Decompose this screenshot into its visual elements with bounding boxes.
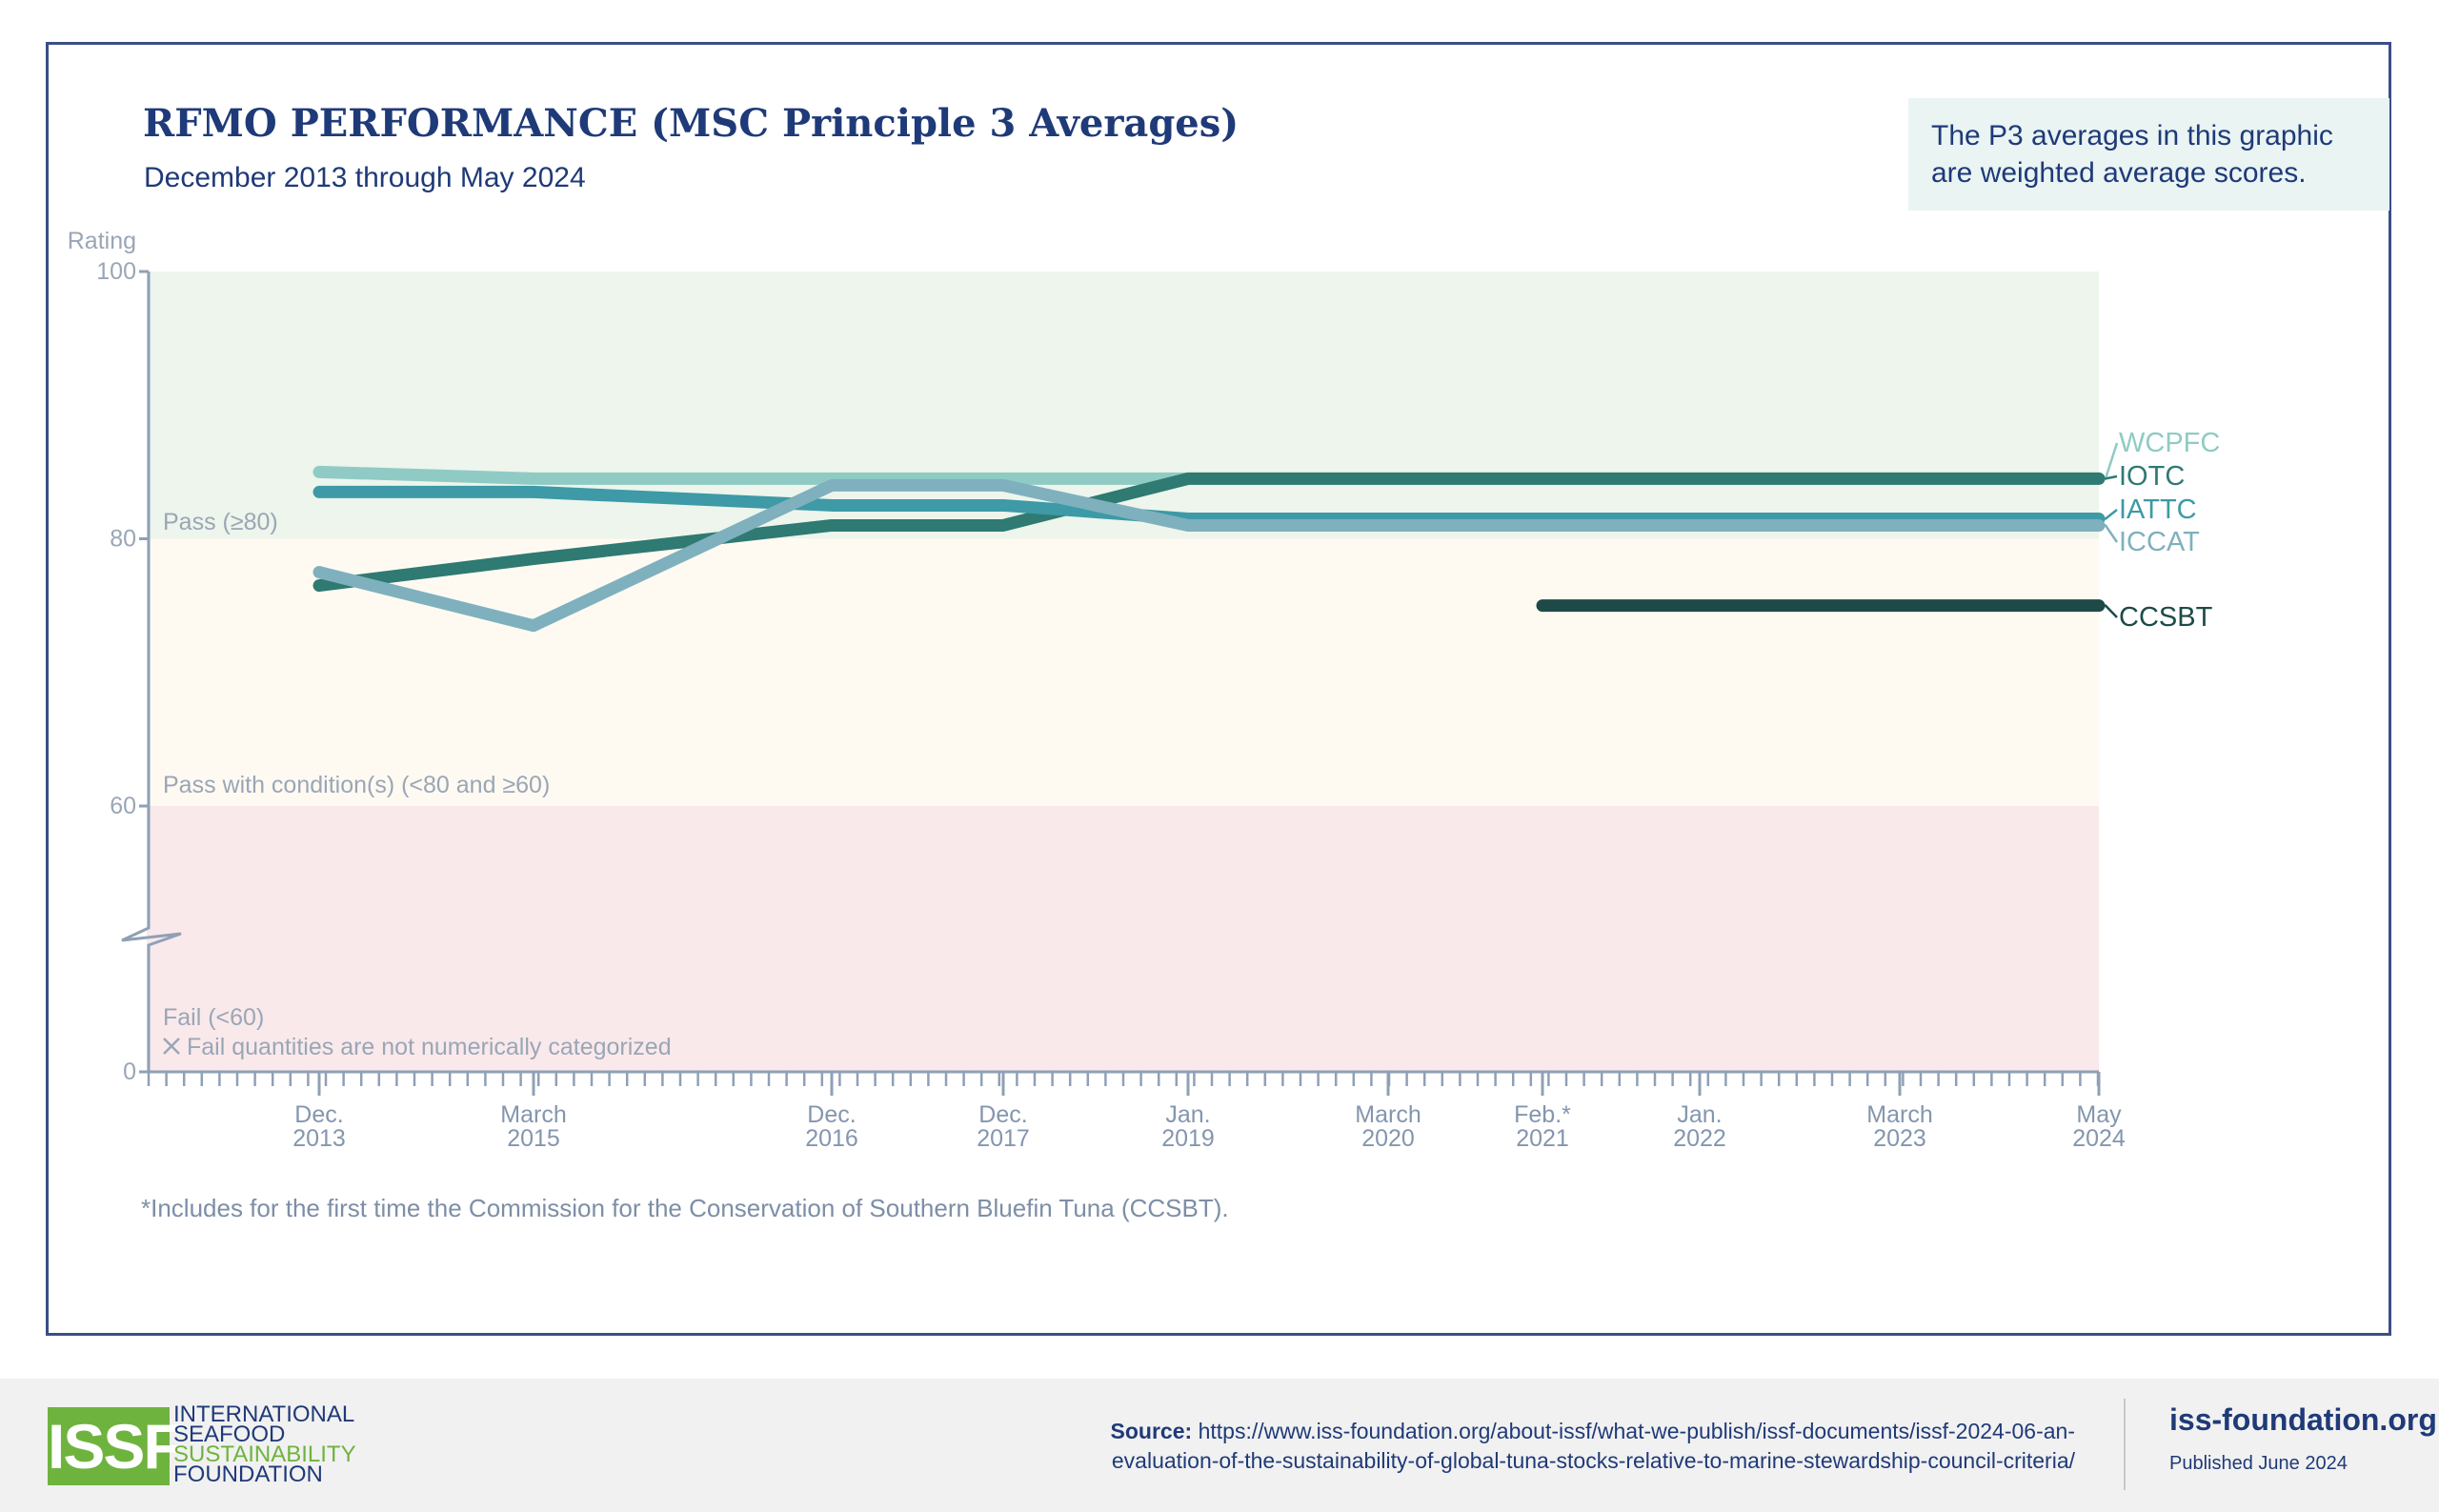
series-line-iccat <box>312 478 2106 633</box>
x-tick-label: Jan. <box>1165 1101 1210 1128</box>
fail-note: Fail quantities are not numerically cate… <box>187 1034 672 1060</box>
x-tick-label: 2022 <box>1673 1125 1726 1152</box>
axes: Rating06080100Dec.2013March2015Dec.2016D… <box>68 228 2126 1152</box>
published-date: Published June 2024 <box>2169 1453 2348 1474</box>
logo-line: SUSTAINABILITY <box>173 1441 356 1467</box>
line-chart: Pass (≥80) Pass with condition(s) (<80 an… <box>68 228 2221 1152</box>
rating-bands: Pass (≥80) Pass with condition(s) (<80 an… <box>147 272 2099 1072</box>
logo-line: INTERNATIONAL <box>173 1401 355 1427</box>
chart-subtitle: December 2013 through May 2024 <box>144 162 586 193</box>
note-box: The P3 averages in this graphic are weig… <box>1908 98 2389 211</box>
x-tick-label: 2016 <box>805 1125 858 1152</box>
x-tick-label: Feb.* <box>1514 1101 1571 1128</box>
x-tick-label: Jan. <box>1677 1101 1722 1128</box>
leader-line <box>2105 509 2118 520</box>
x-tick-label: March <box>500 1101 566 1128</box>
source-link-cont[interactable]: evaluation-of-the-sustainability-of-glob… <box>1111 1448 2075 1473</box>
x-tick-label: 2013 <box>292 1125 346 1152</box>
leader-line <box>2105 474 2118 480</box>
logo-line: FOUNDATION <box>173 1462 323 1487</box>
x-tick-label: Dec. <box>978 1101 1027 1128</box>
x-tick-label: 2021 <box>1516 1125 1569 1152</box>
footer-divider <box>2124 1399 2126 1490</box>
x-tick-label: March <box>1355 1101 1421 1128</box>
band-label: Fail (<60) <box>163 1004 264 1031</box>
y-tick-label: 100 <box>96 258 136 285</box>
y-tick-label: 60 <box>110 793 136 819</box>
series-label-iattc: IATTC <box>2119 494 2197 525</box>
footnote: *Includes for the first time the Commiss… <box>141 1194 1229 1222</box>
issf-logo: ISSF <box>48 1407 182 1485</box>
y-tick-label: 0 <box>123 1058 136 1085</box>
x-tick-label: 2024 <box>2072 1125 2126 1152</box>
chart-title: RFMO PERFORMANCE (MSC Principle 3 Averag… <box>143 101 1240 146</box>
series-line-iotc <box>312 472 2106 593</box>
x-tick-label: 2017 <box>977 1125 1030 1152</box>
x-tick-label: March <box>1866 1101 1932 1128</box>
band-rect <box>147 538 2099 806</box>
source-label: Source: <box>1110 1419 1193 1443</box>
logo-line: SEAFOOD <box>173 1421 286 1447</box>
logo-wordmark: INTERNATIONAL SEAFOOD SUSTAINABILITY FOU… <box>173 1401 356 1487</box>
x-tick-label: May <box>2076 1101 2122 1128</box>
leader-line <box>2104 442 2119 480</box>
leader-line <box>2105 604 2118 618</box>
source-citation: Source: https://www.iss-foundation.org/a… <box>1027 1417 2075 1476</box>
band-label: Pass with condition(s) (<80 and ≥60) <box>163 772 550 798</box>
series-label-iotc: IOTC <box>2119 461 2185 492</box>
x-tick-label: Dec. <box>294 1101 343 1128</box>
series-lines <box>312 465 2106 633</box>
series-label-iccat: ICCAT <box>2119 527 2200 557</box>
site-link[interactable]: iss-foundation.org <box>2169 1402 2437 1437</box>
x-tick-label: 2019 <box>1161 1125 1215 1152</box>
series-label-wcpfc: WCPFC <box>2119 428 2220 458</box>
series-line-iattc <box>312 485 2106 525</box>
leader-line <box>2104 524 2119 543</box>
x-tick-label: 2023 <box>1873 1125 1926 1152</box>
band-label: Pass (≥80) <box>163 509 278 535</box>
x-mark-icon <box>163 1038 180 1055</box>
series-label-ccsbt: CCSBT <box>2119 602 2213 633</box>
y-tick-label: 80 <box>110 526 136 553</box>
x-tick-label: 2015 <box>507 1125 560 1152</box>
band-rect <box>147 806 2099 1072</box>
source-link[interactable]: https://www.iss-foundation.org/about-iss… <box>1198 1419 2075 1443</box>
x-tick-label: Dec. <box>807 1101 856 1128</box>
footer-bar <box>0 1379 2439 1512</box>
x-tick-label: 2020 <box>1361 1125 1415 1152</box>
y-axis-label: Rating <box>68 228 136 254</box>
y-axis-line <box>121 272 182 1072</box>
